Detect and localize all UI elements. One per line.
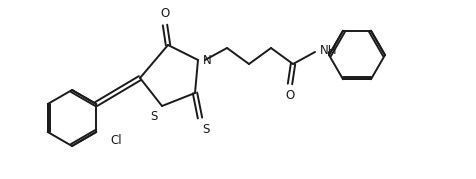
Text: O: O — [160, 7, 169, 20]
Text: O: O — [286, 89, 295, 102]
Text: S: S — [150, 110, 158, 123]
Text: NH: NH — [320, 43, 337, 57]
Text: N: N — [203, 54, 212, 67]
Text: S: S — [202, 123, 209, 136]
Text: Cl: Cl — [110, 134, 122, 146]
